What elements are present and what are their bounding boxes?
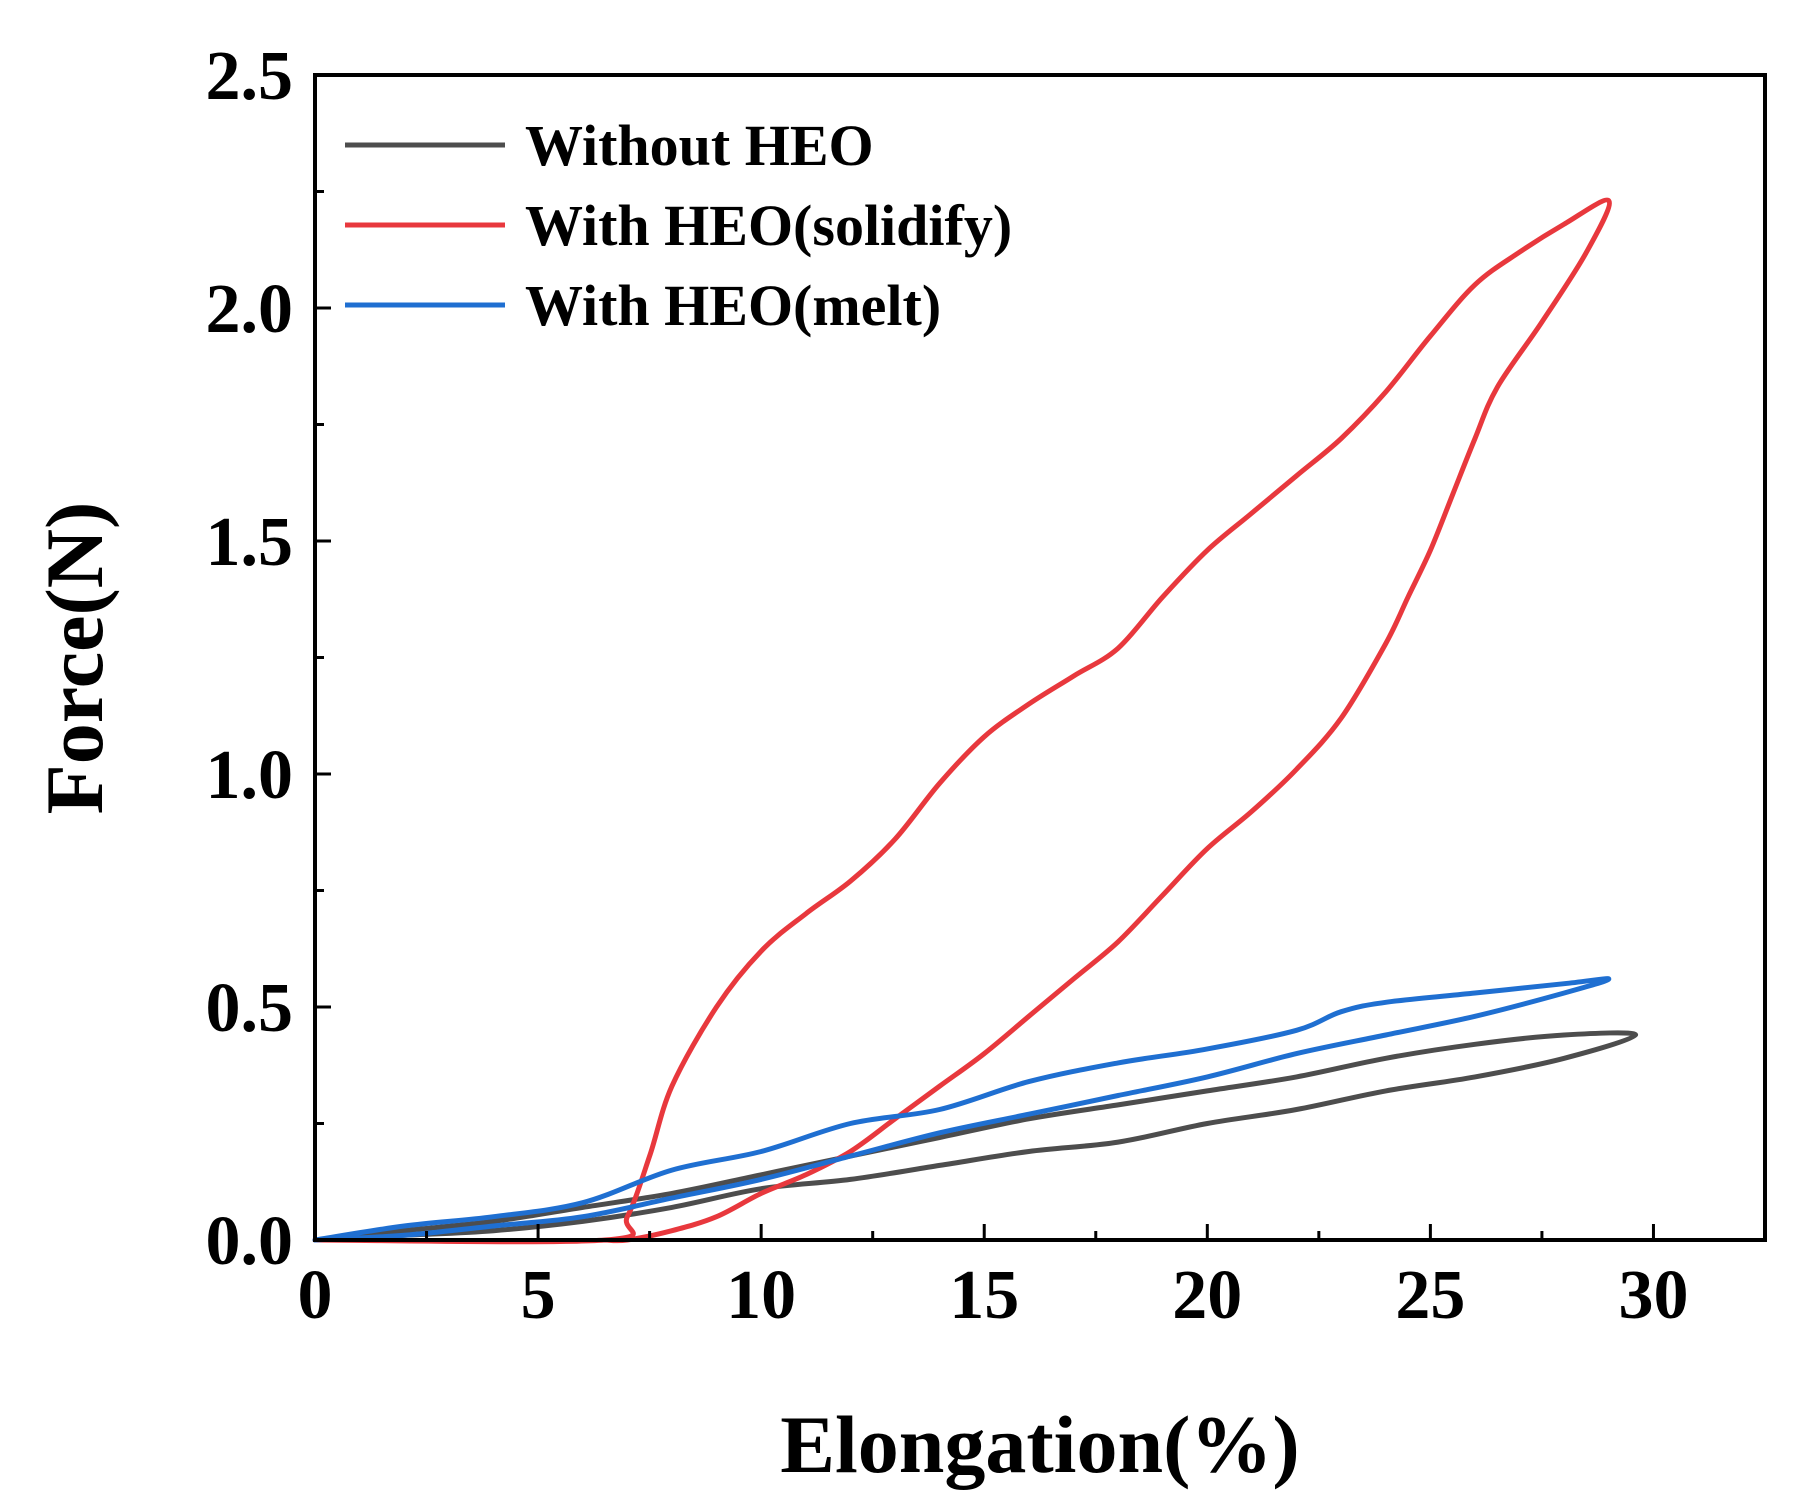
x-tick-label: 10	[726, 1257, 796, 1334]
x-tick-label: 5	[521, 1257, 556, 1334]
y-axis-title: Force(N)	[29, 502, 120, 815]
tick-labels: 0 5 10 15 20 25 30 0.0 0.5 1.0 1.5 2.0 2.5	[206, 38, 1689, 1334]
legend-label-3: With HEO(melt)	[525, 273, 941, 338]
series-line-1	[312, 1030, 1639, 1243]
y-tick-label: 2.0	[206, 271, 294, 348]
series-line-2	[312, 197, 1612, 1245]
y-tick-label: 0.0	[206, 1203, 294, 1280]
legend-label-1: Without HEO	[525, 113, 874, 178]
x-tick-label: 0	[298, 1257, 333, 1334]
y-tick-label: 1.5	[206, 504, 294, 581]
legend: Without HEO With HEO(solidify) With HEO(me…	[345, 113, 1012, 338]
y-tick-label: 2.5	[206, 38, 294, 115]
x-tick-label: 30	[1618, 1257, 1688, 1334]
y-tick-label: 1.0	[206, 737, 294, 814]
x-axis-title: Elongation(%)	[780, 1399, 1299, 1490]
x-tick-label: 20	[1172, 1257, 1242, 1334]
plot-curves	[312, 197, 1639, 1245]
x-tick-label: 25	[1395, 1257, 1465, 1334]
legend-label-2: With HEO(solidify)	[525, 193, 1012, 258]
axis-ticks	[313, 73, 1655, 1242]
y-tick-label: 0.5	[206, 970, 294, 1047]
x-tick-label: 15	[949, 1257, 1019, 1334]
series-line-3	[312, 976, 1612, 1243]
